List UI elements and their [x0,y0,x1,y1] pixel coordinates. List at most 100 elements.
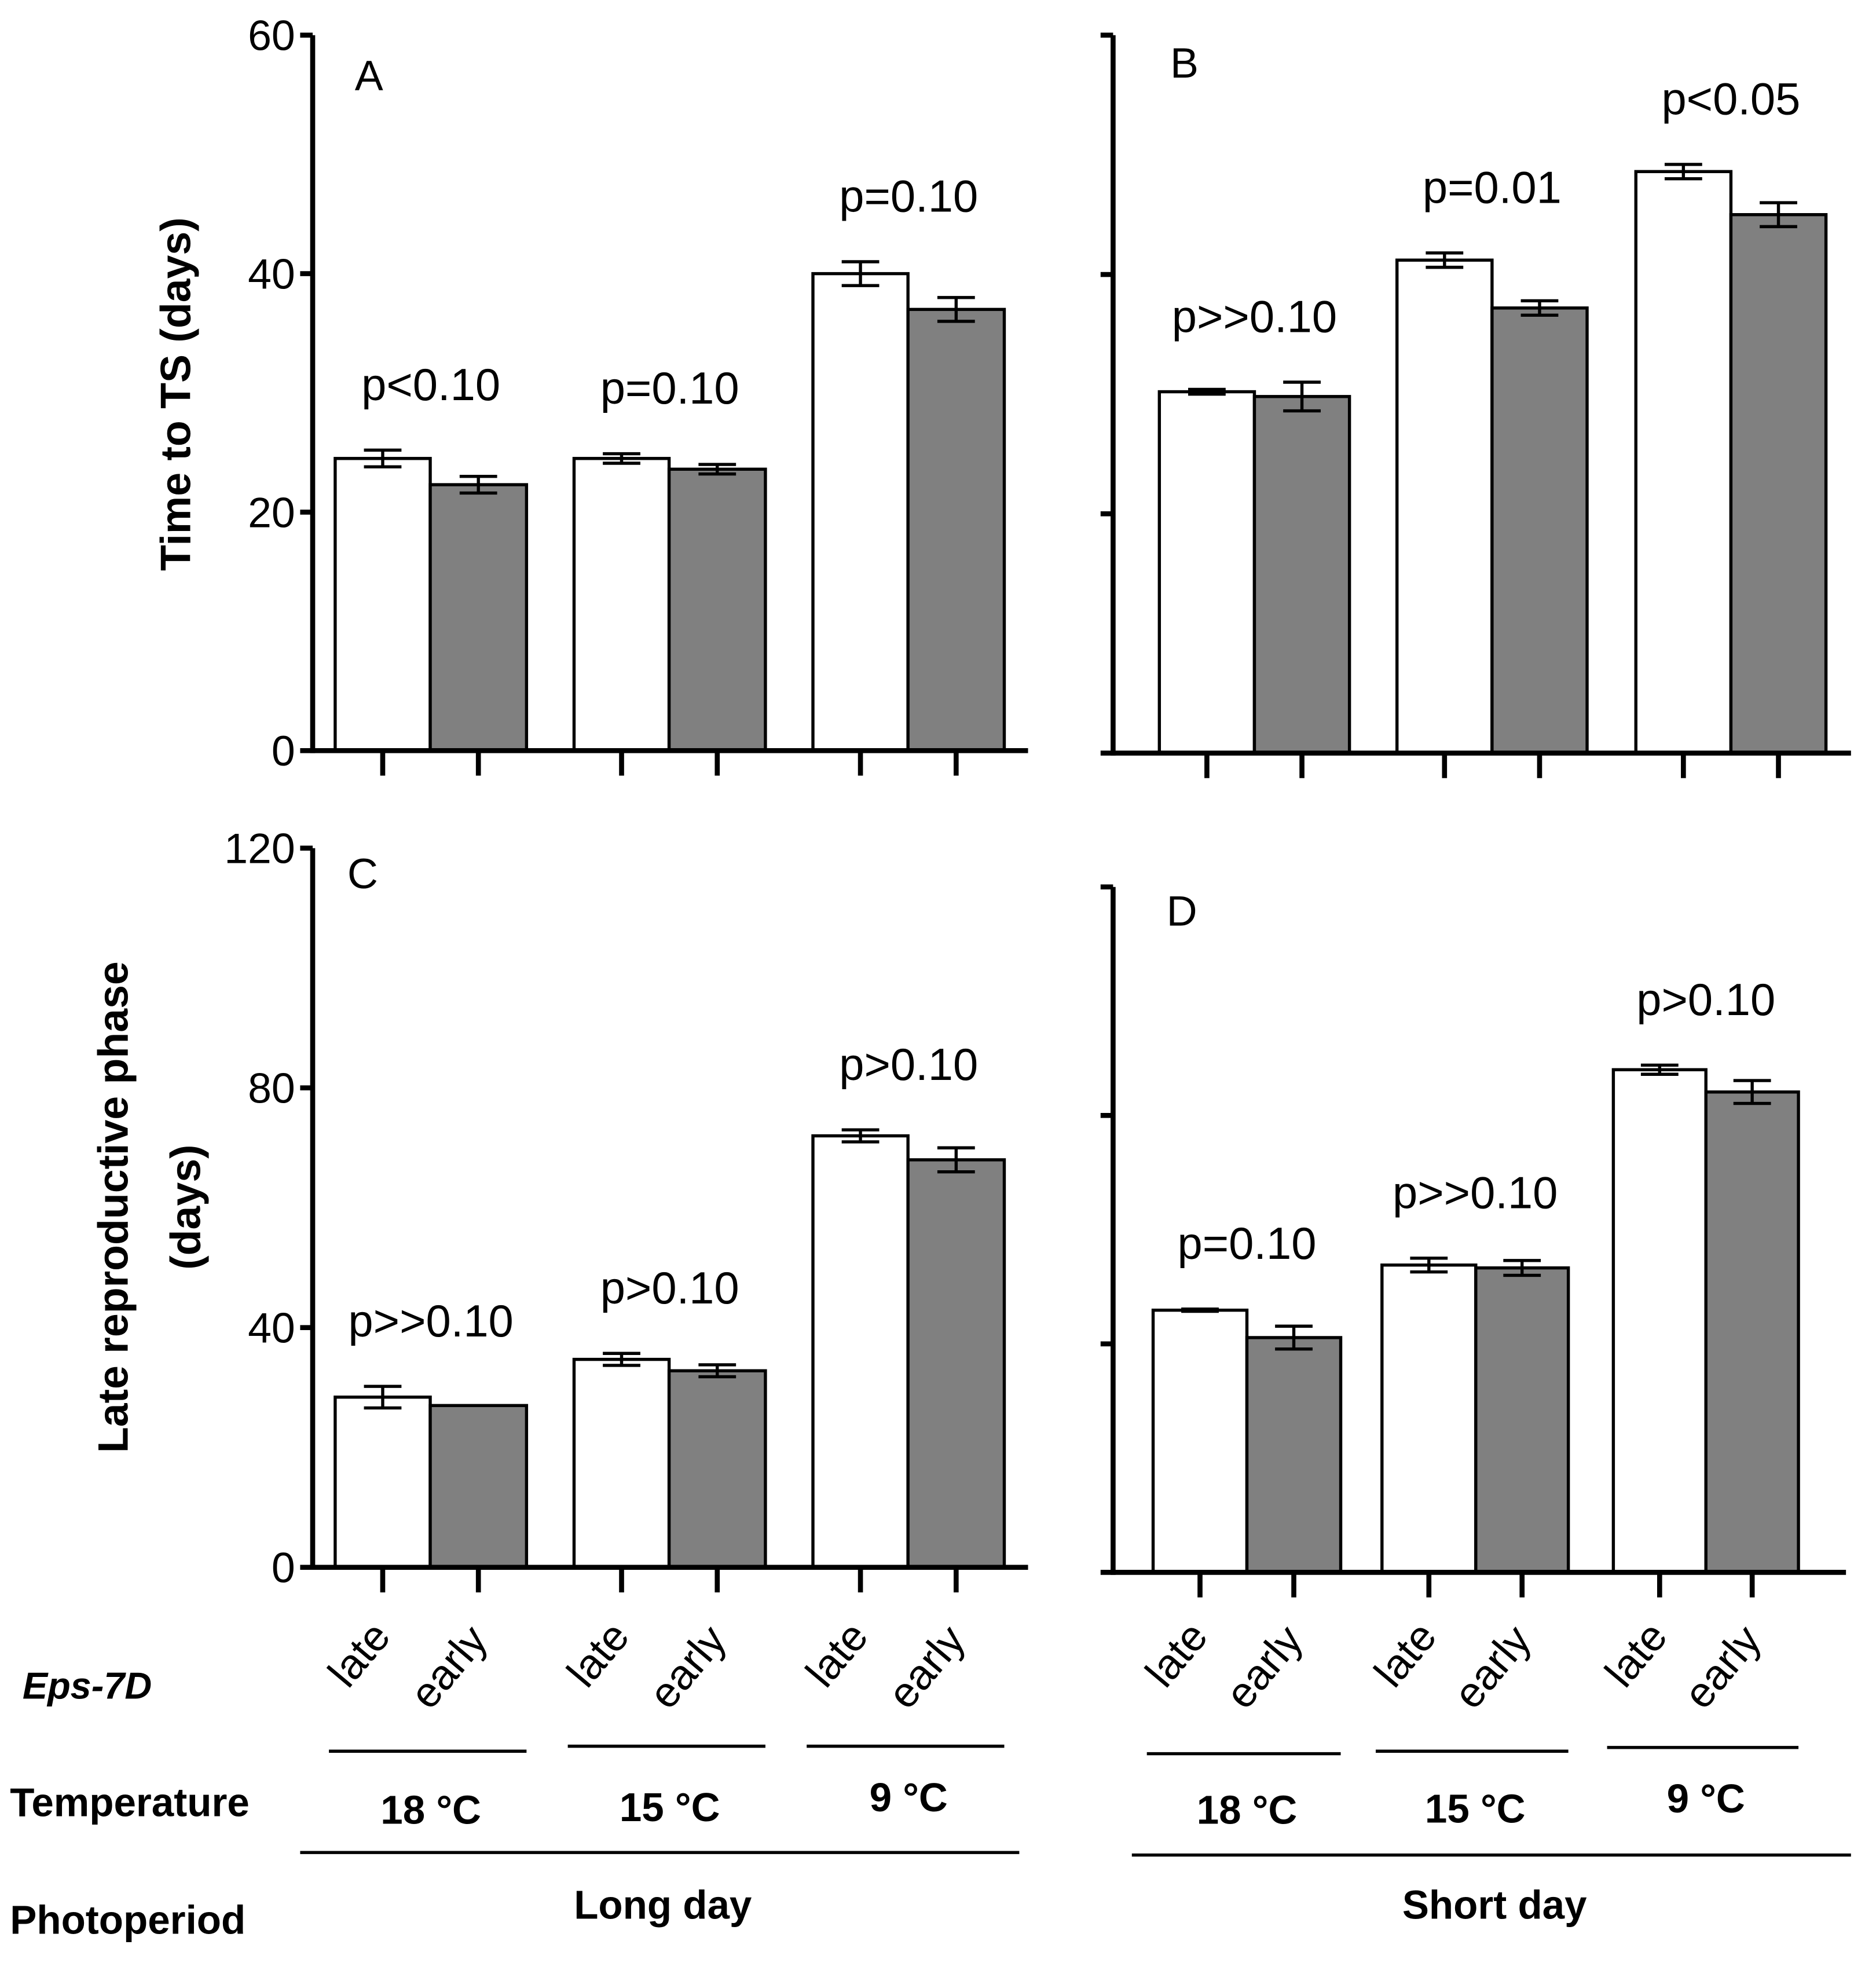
error-bar [603,1352,640,1367]
genotype-early-label: early [1675,1616,1770,1717]
bar-late [572,1357,671,1569]
bar-late [811,1134,910,1569]
p-value-label: p>>0.10 [1393,1168,1558,1218]
bar-early [1729,213,1828,755]
photoperiod-value: Short day [1402,1883,1587,1928]
bar-early [1474,1266,1570,1574]
panel-letter: C [347,850,378,898]
error-bar [364,448,402,468]
photoperiod-label: Photoperiod [10,1898,246,1943]
bar-late [1157,390,1256,755]
y-tick-label: 40 [248,251,295,298]
bar-late [1151,1308,1249,1574]
genotype-late-label: late [558,1613,638,1695]
p-value-label: p<0.10 [361,360,500,410]
y-axis-label-top: Time to TS (days) [152,217,199,571]
genotype-late-label: late [1365,1613,1446,1695]
temperature-value: 18 °C [380,1788,481,1833]
bar-late [1395,258,1494,755]
y-tick-label: 40 [248,1305,295,1352]
panel-letter: A [355,52,383,100]
y-tick-label: 0 [272,727,295,775]
error-bar [603,452,640,465]
temperature-value: 15 °C [1425,1786,1526,1831]
error-bar [1664,163,1702,181]
y-tick-label: 20 [248,489,295,536]
p-value-label: p=0.10 [1178,1219,1317,1269]
error-bar [937,1146,975,1174]
bar-late [1380,1263,1478,1574]
p-value-label: p>0.10 [1636,975,1775,1025]
panel-C: p>>0.10 p>0.10 p>0.10 0 40 80 120 C [224,825,1028,1592]
y-tick-label: 120 [224,825,295,873]
error-bar [1733,1079,1771,1105]
y-tick-label: 80 [248,1065,295,1112]
p-value-label: p=0.01 [1423,163,1562,213]
temperature-value: 9 °C [1667,1776,1745,1821]
y-tick-label: 60 [248,12,295,60]
genotype-early-label: early [1216,1616,1311,1717]
y-axis-label-bottom-line2: (days) [162,1145,210,1270]
error-bar [1283,380,1321,413]
bar-late [1634,170,1733,755]
bar-early [428,1404,529,1569]
genotype-late-label: late [1136,1613,1217,1695]
error-bar [1640,1063,1679,1076]
photoperiod-value: Long day [574,1883,752,1928]
error-bar [1520,299,1559,317]
temperature-value: 15 °C [620,1785,720,1830]
y-axis-label-bottom-line1: Late reproductive phase [89,961,137,1453]
panel-letter: B [1170,39,1199,87]
genotype-early-label: early [878,1616,974,1717]
y-tick-label: 0 [272,1544,295,1592]
error-bar [1181,1307,1219,1313]
error-bar [1410,1257,1448,1274]
bar-early [428,483,529,752]
temperature-value: 18 °C [1197,1788,1298,1833]
p-value-label: p>0.10 [600,1263,739,1313]
temperature-label: Temperature [10,1780,250,1825]
genotype-early-label: early [401,1616,496,1717]
genotype-late-label: late [319,1613,400,1695]
temperature-value: 9 °C [870,1775,948,1820]
p-value-label: p>0.10 [839,1040,978,1090]
p-value-label: p>>0.10 [348,1297,513,1346]
genotype-early-label: early [640,1616,735,1717]
bar-early [667,467,767,752]
bar-early [1252,395,1351,755]
bar-late [811,272,910,752]
bar-early [1704,1090,1800,1574]
error-bar [364,1385,402,1410]
p-value-label: p>>0.10 [1172,292,1337,342]
bar-early [906,1158,1006,1569]
bar-early [667,1369,767,1569]
genotype-late-label: late [797,1613,877,1695]
error-bar [459,474,497,495]
bar-late [1611,1068,1708,1574]
p-value-label: p=0.10 [600,364,739,413]
genotype-label: Eps-7D [23,1665,152,1707]
error-bar [1426,251,1464,269]
bar-late [334,1396,432,1569]
error-bar [698,1363,737,1379]
error-bar [841,1128,880,1144]
bar-early [1490,306,1589,755]
genotype-late-label: late [1596,1613,1676,1695]
bar-early [906,307,1006,752]
error-bar [1275,1324,1313,1351]
panel-D: p=0.10 p>>0.10 p>0.10 D [1100,884,1846,1598]
p-value-label: p=0.10 [839,172,978,222]
error-bar [937,296,975,323]
p-value-label: p<0.05 [1661,75,1800,124]
panel-B: p>>0.10 p=0.01 p<0.05 B [1100,32,1851,778]
error-bar [1503,1259,1541,1277]
bar-early [1245,1336,1343,1574]
error-bar [1760,201,1797,229]
error-bar [841,260,880,287]
panel-letter: D [1167,888,1197,935]
error-bar [698,463,737,476]
error-bar [1188,387,1226,396]
